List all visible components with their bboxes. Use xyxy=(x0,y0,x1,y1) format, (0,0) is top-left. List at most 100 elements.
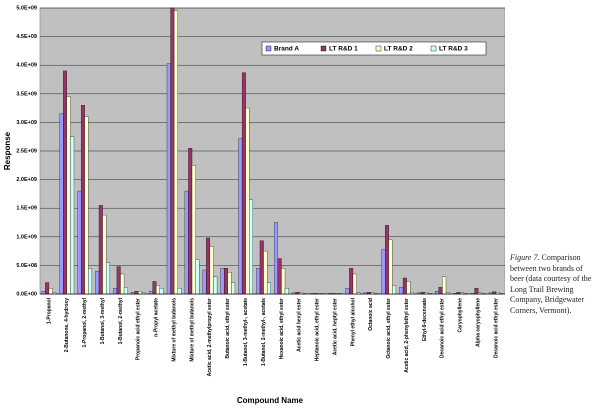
bar xyxy=(116,266,121,295)
x-tick-label: 1-Propanol xyxy=(46,297,52,324)
bar xyxy=(120,273,125,295)
y-tick-label: 2.5E+09 xyxy=(16,148,37,154)
x-tick-label: Mixture of methyl butanols xyxy=(171,298,177,362)
bar xyxy=(95,270,100,295)
bar xyxy=(442,276,447,295)
caption-label: Figure 7. xyxy=(510,253,540,262)
bar xyxy=(492,291,497,295)
bar xyxy=(281,268,286,295)
bar xyxy=(80,105,85,295)
bar xyxy=(381,249,386,295)
bar xyxy=(438,286,443,295)
bar xyxy=(173,10,178,295)
bar xyxy=(224,268,228,295)
bar xyxy=(156,285,160,295)
x-tick-label: Butanoic acid, ethyl ester xyxy=(225,298,231,359)
bar xyxy=(399,286,404,295)
bar xyxy=(245,107,250,295)
bar xyxy=(59,113,64,295)
bar xyxy=(41,290,46,295)
legend-label: LT R&D 1 xyxy=(329,46,358,53)
x-tick-label: 2-Butanone, 4-hydroxy xyxy=(64,298,70,352)
bar xyxy=(45,282,50,295)
legend-swatch xyxy=(430,45,437,52)
y-tick-label: 4.5E+09 xyxy=(16,34,37,40)
bar xyxy=(184,190,189,295)
bar xyxy=(48,288,53,295)
bar xyxy=(195,259,200,295)
y-tick-label: 2.0E+09 xyxy=(16,177,37,183)
x-tick-label: Alpha caryophyllene xyxy=(476,298,482,347)
bar xyxy=(188,147,193,295)
bar xyxy=(220,268,225,295)
bar xyxy=(63,70,67,295)
legend-swatch xyxy=(265,45,272,52)
y-tick-label: 1.5E+09 xyxy=(16,206,37,212)
y-tick-label: 0.0E+00 xyxy=(16,291,37,297)
bar xyxy=(277,258,282,295)
x-tick-label: 1-Propanol, 2-methyl xyxy=(82,297,88,347)
bar xyxy=(206,237,211,295)
legend-label: Brand A xyxy=(274,46,299,53)
bar xyxy=(170,7,175,295)
bar xyxy=(474,288,479,295)
bar xyxy=(241,72,246,295)
bar xyxy=(202,269,207,295)
bar xyxy=(152,281,157,295)
legend-box xyxy=(261,41,487,56)
bar xyxy=(134,290,139,295)
x-tick-label: Phenyl ethyl alcohol xyxy=(350,297,356,346)
bar xyxy=(106,262,110,295)
x-tick-label: Decanoic acid ethyl ester xyxy=(493,298,499,358)
x-tick-label: Propanoic acid ethyl ester xyxy=(136,298,142,360)
legend: Brand A LT R&D 1 LT R&D 2 LT R&D 3 xyxy=(261,41,487,56)
chart: Response Compound Name 0.0E+00 5.0E+08 1.0… xyxy=(3,5,505,405)
bar xyxy=(66,96,71,295)
bar xyxy=(84,116,89,295)
bar xyxy=(113,288,118,295)
bar xyxy=(266,282,271,295)
bar xyxy=(259,240,264,295)
x-tick-label: 1-Butanol, 3-methyl-, acetate xyxy=(243,298,249,366)
caption: Figure 7. Comparison between two brands … xyxy=(510,253,598,316)
x-tick-label: Octanoic acid, ethyl ester xyxy=(386,298,392,359)
legend-label: LT R&D 3 xyxy=(439,46,468,53)
x-tick-label: Decanoic acid ethyl ester xyxy=(440,298,446,358)
bar xyxy=(227,272,232,295)
bar xyxy=(213,276,218,295)
x-tick-label: Caryophyllene xyxy=(458,298,464,333)
x-tick-label: Mixture of methyl butanols xyxy=(189,298,195,362)
bar xyxy=(159,288,164,295)
bar xyxy=(209,246,214,295)
bar xyxy=(352,273,357,295)
y-axis-title: Response xyxy=(3,131,12,170)
x-tick-label: Hexanoic acid, ethyl ester xyxy=(279,298,285,359)
x-tick-label: 1-Butanol, 2-methyl-, acetate xyxy=(261,298,267,366)
x-tick-label: Heptanoic acid, ethyl ester xyxy=(315,298,321,361)
x-tick-label: Acetic acid, heptyl ester xyxy=(332,298,338,355)
legend-swatch xyxy=(320,45,327,52)
bar xyxy=(102,214,107,295)
x-tick-label: Ethyl-9-decenoate xyxy=(422,298,428,341)
bar xyxy=(148,290,153,295)
x-tick-label: Acetic acid, 2-phenylethyl ester xyxy=(404,298,410,373)
bar xyxy=(238,138,243,295)
bar xyxy=(435,290,439,295)
y-tick-label: 5.0E+08 xyxy=(16,263,37,269)
x-tick-label: 1-Butanol, 2-methyl xyxy=(118,297,124,344)
bar xyxy=(98,205,103,295)
bar xyxy=(349,268,354,295)
y-tick-label: 3.0E+09 xyxy=(16,120,37,126)
y-tick-label: 4.0E+09 xyxy=(16,63,37,69)
bar xyxy=(388,239,393,295)
bar xyxy=(88,268,93,295)
bar xyxy=(249,199,253,295)
bar xyxy=(123,286,128,295)
bar xyxy=(263,250,268,295)
bar xyxy=(177,288,182,295)
bar xyxy=(274,222,279,295)
bar xyxy=(138,290,143,295)
x-tick-label: Octanoic acid xyxy=(368,298,374,331)
bar xyxy=(284,288,289,295)
